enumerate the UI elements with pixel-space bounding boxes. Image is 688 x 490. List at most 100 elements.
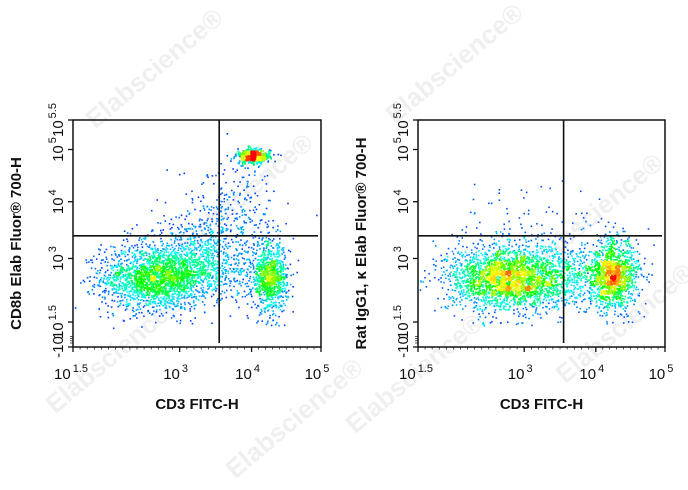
event-dot — [278, 250, 280, 252]
event-dot — [288, 249, 290, 252]
event-dot — [265, 258, 268, 261]
event-dot — [453, 289, 456, 292]
event-dot — [255, 271, 258, 273]
event-dot — [474, 306, 476, 308]
event-dot — [292, 311, 294, 313]
event-dot — [579, 292, 582, 295]
event-dot — [269, 267, 272, 269]
event-dot — [231, 209, 234, 212]
event-dot — [200, 271, 202, 274]
event-dot — [164, 288, 167, 290]
event-dot — [131, 275, 133, 277]
event-dot — [107, 305, 109, 307]
event-dot — [128, 249, 130, 251]
event-dot — [564, 303, 566, 305]
event-dot — [142, 264, 145, 266]
event-dot — [215, 273, 217, 276]
event-dot — [267, 320, 269, 322]
event-dot — [564, 304, 566, 307]
event-dot — [276, 229, 279, 231]
event-dot — [647, 228, 650, 230]
event-dot — [184, 284, 186, 287]
event-dot — [531, 305, 534, 308]
event-dot — [532, 254, 534, 257]
event-dot — [222, 283, 225, 286]
event-dot — [211, 266, 214, 268]
event-dot — [149, 303, 152, 306]
event-dot — [142, 284, 145, 286]
event-dot — [242, 176, 245, 178]
event-dot — [449, 273, 451, 275]
event-dot — [186, 275, 188, 278]
event-dot — [261, 320, 264, 322]
event-dot — [157, 280, 160, 282]
event-dot — [286, 298, 288, 301]
event-dot — [453, 265, 456, 267]
event-dot — [202, 246, 204, 248]
event-dot — [556, 212, 558, 215]
event-dot — [121, 288, 123, 290]
event-dot — [185, 273, 187, 276]
event-dot — [176, 290, 178, 292]
event-dot — [135, 313, 137, 315]
event-dot — [176, 304, 178, 307]
event-dot — [264, 275, 266, 278]
event-dot — [189, 310, 192, 312]
event-dot — [276, 249, 279, 251]
event-dot — [207, 283, 210, 286]
event-dot — [267, 256, 270, 259]
event-dot — [572, 250, 574, 253]
event-dot — [111, 281, 114, 284]
event-dot — [525, 300, 528, 303]
event-dot — [151, 283, 153, 285]
event-dot — [280, 304, 283, 307]
event-dot — [157, 257, 159, 260]
event-dot — [252, 254, 254, 257]
event-dot — [148, 253, 151, 255]
event-dot — [257, 262, 260, 264]
event-dot — [499, 248, 501, 251]
event-dot — [182, 281, 185, 284]
event-dot — [189, 271, 192, 273]
event-dot — [201, 261, 203, 263]
event-dot — [257, 155, 260, 158]
event-dot — [158, 305, 161, 307]
event-dot — [247, 156, 249, 158]
event-dot — [564, 251, 566, 254]
event-dot — [637, 243, 639, 245]
event-dot — [440, 277, 442, 279]
event-dot — [275, 244, 278, 247]
event-dot — [146, 276, 148, 278]
event-dot — [119, 270, 122, 272]
event-dot — [162, 290, 164, 292]
event-dot — [263, 153, 265, 155]
event-dot — [95, 272, 98, 274]
event-dot — [274, 280, 277, 283]
event-dot — [523, 197, 525, 199]
event-dot — [223, 251, 225, 253]
event-dot — [169, 262, 172, 264]
event-dot — [161, 250, 163, 252]
event-dot — [551, 228, 553, 230]
event-dot — [174, 293, 177, 295]
event-dot — [158, 297, 160, 300]
event-dot — [116, 256, 119, 258]
event-dot — [254, 153, 257, 156]
event-dot — [262, 276, 264, 279]
event-dot — [254, 157, 257, 160]
event-dot — [181, 279, 184, 282]
event-dot — [127, 274, 130, 276]
event-dot — [254, 253, 257, 255]
event-dot — [177, 298, 179, 300]
event-dot — [434, 245, 437, 247]
event-dot — [208, 276, 210, 279]
event-dot — [160, 232, 163, 234]
event-dot — [257, 277, 259, 279]
event-dot — [137, 299, 140, 301]
event-dot — [136, 317, 138, 319]
event-dot — [624, 310, 626, 312]
event-dot — [632, 247, 635, 249]
event-dot — [153, 289, 156, 292]
event-dot — [211, 230, 213, 233]
event-dot — [177, 286, 179, 288]
